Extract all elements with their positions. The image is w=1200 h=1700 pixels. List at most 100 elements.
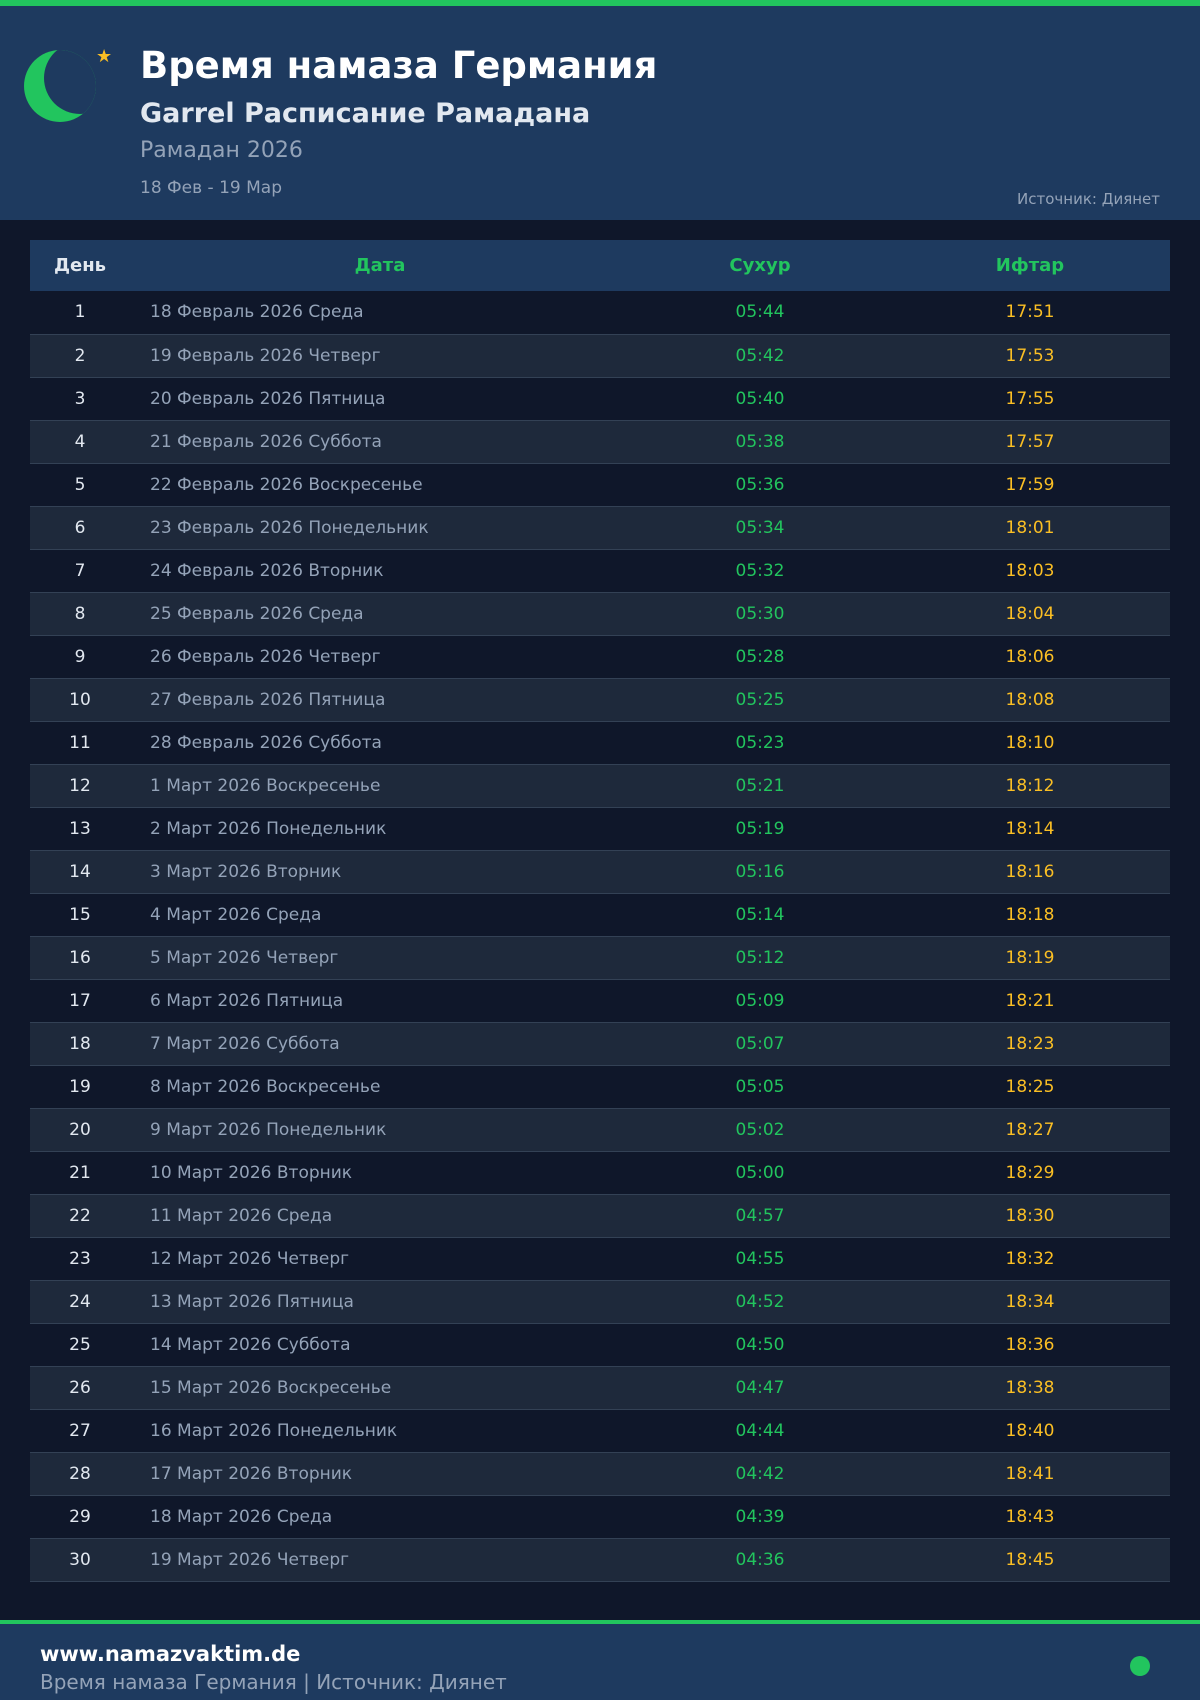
iftar-cell: 18:14 (890, 807, 1170, 851)
suhur-cell: 05:25 (630, 678, 890, 722)
iftar-cell: 18:38 (890, 1366, 1170, 1410)
table-row: 12 1 Март 2026 Воскресенье 05:21 18:12 (30, 764, 1170, 808)
table-row: 5 22 Февраль 2026 Воскресенье 05:36 17:59 (30, 463, 1170, 507)
iftar-cell: 18:23 (890, 1022, 1170, 1066)
day-cell: 15 (30, 893, 130, 937)
date-cell: 22 Февраль 2026 Воскресенье (130, 463, 630, 507)
date-cell: 15 Март 2026 Воскресенье (130, 1366, 630, 1410)
table-row: 24 13 Март 2026 Пятница 04:52 18:34 (30, 1280, 1170, 1324)
table-header-row: День Дата Сухур Ифтар (30, 240, 1170, 291)
suhur-cell: 05:28 (630, 635, 890, 679)
crescent-moon-icon (24, 50, 96, 122)
iftar-cell: 18:06 (890, 635, 1170, 679)
day-cell: 2 (30, 334, 130, 378)
iftar-cell: 18:41 (890, 1452, 1170, 1496)
date-cell: 27 Февраль 2026 Пятница (130, 678, 630, 722)
date-cell: 26 Февраль 2026 Четверг (130, 635, 630, 679)
iftar-cell: 18:43 (890, 1495, 1170, 1539)
column-header-day: День (30, 240, 130, 291)
date-cell: 18 Март 2026 Среда (130, 1495, 630, 1539)
day-cell: 18 (30, 1022, 130, 1066)
date-cell: 20 Февраль 2026 Пятница (130, 377, 630, 421)
date-cell: 7 Март 2026 Суббота (130, 1022, 630, 1066)
suhur-cell: 04:52 (630, 1280, 890, 1324)
day-cell: 10 (30, 678, 130, 722)
table-row: 29 18 Март 2026 Среда 04:39 18:43 (30, 1495, 1170, 1539)
table-row: 27 16 Март 2026 Понедельник 04:44 18:40 (30, 1409, 1170, 1453)
suhur-cell: 04:55 (630, 1237, 890, 1281)
iftar-cell: 18:21 (890, 979, 1170, 1023)
iftar-cell: 18:32 (890, 1237, 1170, 1281)
top-accent-bar (0, 0, 1200, 6)
day-cell: 20 (30, 1108, 130, 1152)
table-row: 8 25 Февраль 2026 Среда 05:30 18:04 (30, 592, 1170, 636)
date-cell: 8 Март 2026 Воскресенье (130, 1065, 630, 1109)
table-row: 2 19 Февраль 2026 Четверг 05:42 17:53 (30, 334, 1170, 378)
status-dot-icon (1130, 1656, 1150, 1676)
table-row: 10 27 Февраль 2026 Пятница 05:25 18:08 (30, 678, 1170, 722)
day-cell: 17 (30, 979, 130, 1023)
suhur-cell: 05:00 (630, 1151, 890, 1195)
iftar-cell: 17:55 (890, 377, 1170, 421)
iftar-cell: 18:18 (890, 893, 1170, 937)
date-range: 18 Фев - 19 Мар (140, 178, 283, 198)
date-cell: 18 Февраль 2026 Среда (130, 291, 630, 335)
table-row: 25 14 Март 2026 Суббота 04:50 18:36 (30, 1323, 1170, 1367)
day-cell: 25 (30, 1323, 130, 1367)
star-icon: ★ (96, 46, 113, 67)
column-header-iftar: Ифтар (890, 240, 1170, 291)
suhur-cell: 05:44 (630, 291, 890, 335)
day-cell: 12 (30, 764, 130, 808)
table-row: 4 21 Февраль 2026 Суббота 05:38 17:57 (30, 420, 1170, 464)
suhur-cell: 05:36 (630, 463, 890, 507)
day-cell: 26 (30, 1366, 130, 1410)
suhur-cell: 05:34 (630, 506, 890, 550)
page-footer: www.namazvaktim.de Время намаза Германия… (0, 1620, 1200, 1700)
date-cell: 24 Февраль 2026 Вторник (130, 549, 630, 593)
suhur-cell: 04:50 (630, 1323, 890, 1367)
suhur-cell: 04:44 (630, 1409, 890, 1453)
source-label: Источник: Диянет (1017, 190, 1160, 208)
suhur-cell: 05:30 (630, 592, 890, 636)
footer-site-link[interactable]: www.namazvaktim.de (40, 1642, 301, 1666)
iftar-cell: 18:45 (890, 1538, 1170, 1582)
day-cell: 28 (30, 1452, 130, 1496)
iftar-cell: 18:08 (890, 678, 1170, 722)
table-row: 3 20 Февраль 2026 Пятница 05:40 17:55 (30, 377, 1170, 421)
table-row: 1 18 Февраль 2026 Среда 05:44 17:51 (30, 291, 1170, 335)
suhur-cell: 05:32 (630, 549, 890, 593)
day-cell: 29 (30, 1495, 130, 1539)
day-cell: 8 (30, 592, 130, 636)
table-row: 14 3 Март 2026 Вторник 05:16 18:16 (30, 850, 1170, 894)
day-cell: 19 (30, 1065, 130, 1109)
iftar-cell: 18:36 (890, 1323, 1170, 1367)
table-row: 13 2 Март 2026 Понедельник 05:19 18:14 (30, 807, 1170, 851)
date-cell: 5 Март 2026 Четверг (130, 936, 630, 980)
date-cell: 11 Март 2026 Среда (130, 1194, 630, 1238)
footer-text: Время намаза Германия | Источник: Диянет (40, 1670, 507, 1694)
iftar-cell: 17:53 (890, 334, 1170, 378)
iftar-cell: 18:10 (890, 721, 1170, 765)
iftar-cell: 18:19 (890, 936, 1170, 980)
ramadan-timetable: День Дата Сухур Ифтар 1 18 Февраль 2026 С… (30, 240, 1170, 1582)
table-row: 9 26 Февраль 2026 Четверг 05:28 18:06 (30, 635, 1170, 679)
table-row: 22 11 Март 2026 Среда 04:57 18:30 (30, 1194, 1170, 1238)
page-header: ★ Время намаза Германия Garrel Расписани… (0, 6, 1200, 220)
date-cell: 2 Март 2026 Понедельник (130, 807, 630, 851)
ramadan-year: Рамадан 2026 (140, 138, 303, 163)
date-cell: 10 Март 2026 Вторник (130, 1151, 630, 1195)
day-cell: 14 (30, 850, 130, 894)
suhur-cell: 05:07 (630, 1022, 890, 1066)
table-row: 7 24 Февраль 2026 Вторник 05:32 18:03 (30, 549, 1170, 593)
page-title: Время намаза Германия (140, 44, 658, 87)
day-cell: 16 (30, 936, 130, 980)
day-cell: 3 (30, 377, 130, 421)
iftar-cell: 18:30 (890, 1194, 1170, 1238)
suhur-cell: 05:19 (630, 807, 890, 851)
day-cell: 11 (30, 721, 130, 765)
day-cell: 13 (30, 807, 130, 851)
suhur-cell: 05:38 (630, 420, 890, 464)
day-cell: 6 (30, 506, 130, 550)
iftar-cell: 18:16 (890, 850, 1170, 894)
table-row: 19 8 Март 2026 Воскресенье 05:05 18:25 (30, 1065, 1170, 1109)
